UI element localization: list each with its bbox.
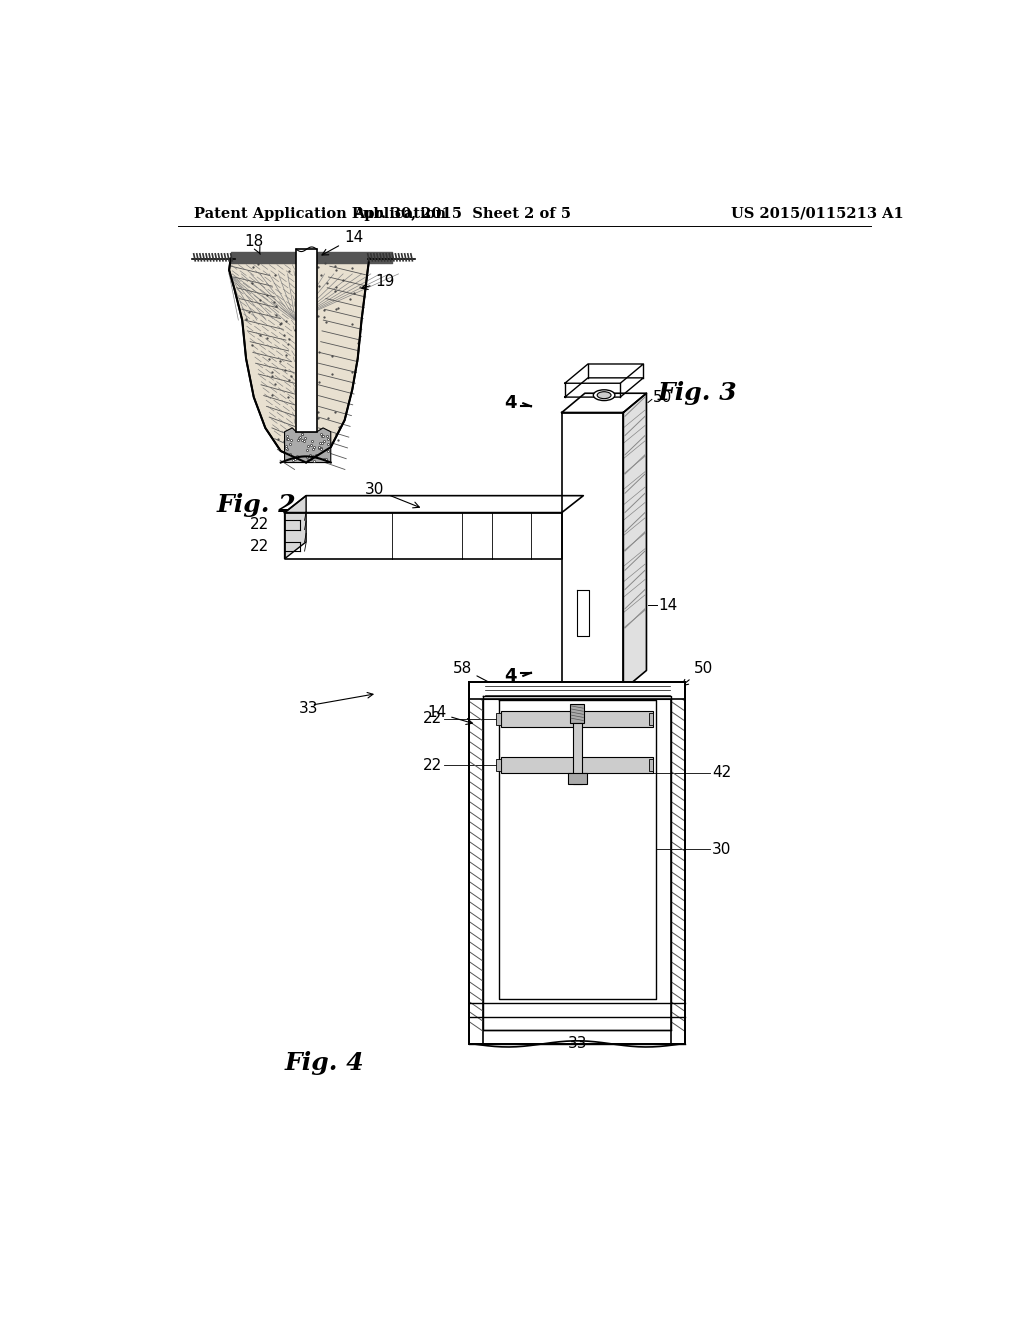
Bar [469, 682, 483, 1044]
Text: 33: 33 [298, 701, 317, 717]
Polygon shape [229, 259, 370, 462]
Text: 50: 50 [682, 660, 714, 685]
Text: 50: 50 [652, 389, 672, 405]
Text: 22: 22 [423, 711, 442, 726]
Text: US 2015/0115213 A1: US 2015/0115213 A1 [731, 207, 904, 220]
Bar [469, 682, 685, 700]
Text: Apr. 30, 2015  Sheet 2 of 5: Apr. 30, 2015 Sheet 2 of 5 [352, 207, 570, 220]
Bar [570, 704, 584, 723]
Text: 30: 30 [712, 842, 731, 857]
Text: 14: 14 [427, 705, 472, 725]
Ellipse shape [597, 392, 611, 399]
Polygon shape [624, 393, 646, 689]
Text: Patent Application Publication: Patent Application Publication [194, 207, 445, 220]
Text: 30: 30 [366, 482, 420, 508]
Bar [501, 758, 653, 774]
Text: Fig. 2: Fig. 2 [217, 492, 296, 517]
Text: 33: 33 [567, 1036, 587, 1052]
Text: 22: 22 [250, 517, 269, 532]
Text: 4: 4 [505, 667, 517, 685]
Text: 58: 58 [453, 660, 503, 689]
Bar [497, 713, 501, 725]
Bar [296, 249, 316, 432]
Text: 22: 22 [423, 758, 442, 772]
Text: 4: 4 [505, 395, 517, 412]
Bar [572, 723, 582, 784]
Text: 19: 19 [361, 275, 395, 289]
Bar [649, 713, 653, 725]
Polygon shape [285, 496, 306, 558]
Bar [568, 774, 587, 784]
Bar [671, 682, 685, 1044]
Bar [649, 759, 653, 771]
Bar [501, 711, 653, 726]
Text: 14: 14 [322, 230, 364, 255]
Ellipse shape [593, 389, 614, 400]
Text: Fig. 4: Fig. 4 [285, 1051, 365, 1076]
Text: Fig. 3: Fig. 3 [658, 381, 737, 405]
Text: 18: 18 [245, 234, 264, 255]
Polygon shape [285, 428, 331, 462]
Text: 14: 14 [658, 598, 677, 612]
Text: 22: 22 [250, 539, 269, 554]
Bar [483, 696, 671, 1030]
Bar [497, 759, 501, 771]
Text: 42: 42 [712, 766, 731, 780]
